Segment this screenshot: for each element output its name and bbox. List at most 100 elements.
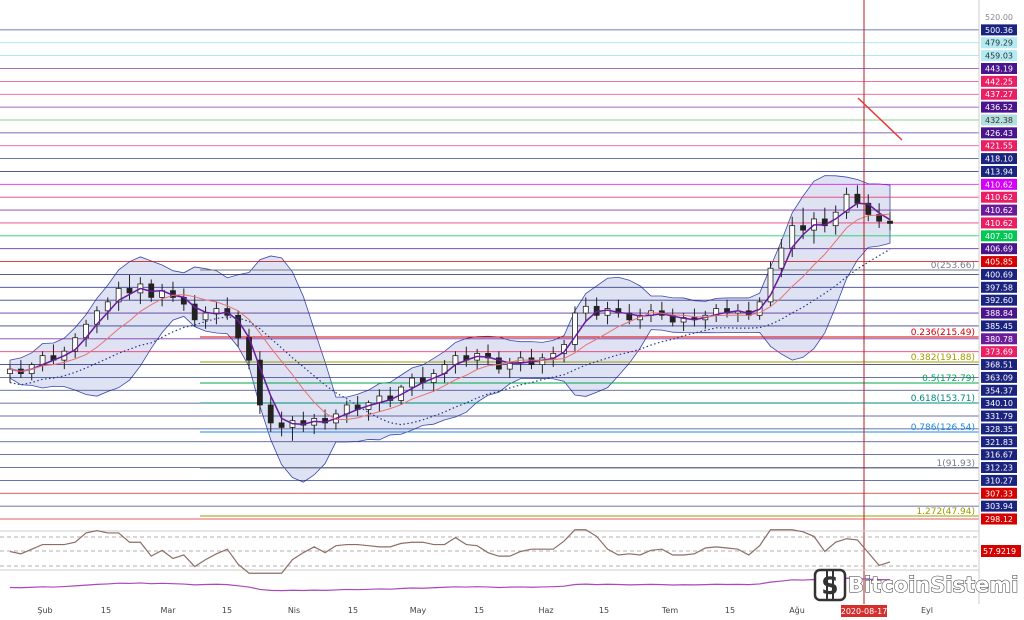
price-label-bg: [981, 243, 1017, 255]
moving-averages: [9, 202, 891, 426]
price-label-bg: [981, 191, 1017, 203]
price-label-bg: [981, 359, 1017, 371]
date-highlight: 2020-08-17: [841, 607, 888, 616]
date-tick: Şub: [37, 606, 52, 615]
price-label: 298.12: [985, 515, 1013, 524]
candle-body: [115, 288, 122, 303]
price-label-bg: [981, 410, 1017, 422]
price-label: 406.69: [985, 245, 1013, 254]
price-label-bg: [981, 320, 1017, 332]
candle-body: [202, 312, 209, 321]
price-label: 354.37: [985, 386, 1013, 395]
price-label: 443.19: [985, 64, 1013, 73]
price-label: 385.45: [985, 322, 1013, 331]
candle-body: [539, 357, 546, 366]
price-label: 410.62: [985, 193, 1013, 202]
date-tick: 15: [725, 606, 735, 615]
price-label: 380.78: [985, 335, 1013, 344]
candle-body: [582, 305, 589, 314]
bollinger-bands: [9, 175, 891, 483]
price-label: 307.33: [985, 489, 1013, 498]
price-label: 410.62: [985, 206, 1013, 215]
candlestick-series: [7, 185, 893, 441]
price-label: 331.79: [985, 412, 1013, 421]
price-label-bg: [981, 500, 1017, 512]
date-axis: Şub 15 Mar 15 Nis 15 May 15 Haz 15 Tem 15 Ağu Eyl 2020…: [37, 605, 933, 617]
price-label: 436.52: [985, 103, 1013, 112]
price-label: 479.29: [985, 39, 1013, 48]
oscillator-pane: [9, 577, 891, 592]
price-label: 303.94: [985, 502, 1013, 511]
price-label: 328.35: [985, 425, 1013, 434]
price-label-bg: [981, 178, 1017, 190]
candle-body: [843, 193, 850, 213]
price-label: 413.94: [985, 167, 1013, 176]
trend-line: [857, 97, 903, 141]
date-tick: May: [410, 606, 427, 615]
candle-body: [256, 359, 263, 406]
ma-slow-dotted-line: [9, 248, 891, 426]
rsi-pane: [0, 529, 979, 574]
fib-label: 0.236(215.49): [911, 328, 975, 338]
price-label-bg: [981, 513, 1017, 525]
date-highlight-bg: [841, 605, 887, 617]
fib-label: 0.382(191.88): [911, 353, 975, 363]
candle-body: [72, 337, 79, 352]
price-label-bg: [981, 140, 1017, 152]
price-label-bg: [981, 230, 1017, 242]
candle-body: [235, 314, 242, 339]
candle-body: [409, 377, 415, 388]
price-label: 373.69: [985, 348, 1013, 357]
price-label: 392.60: [985, 296, 1013, 305]
price-label-bg: [981, 62, 1017, 74]
bitcoin-logo-icon: S: [812, 566, 848, 604]
candle-body: [887, 220, 893, 224]
price-label: 426.43: [985, 129, 1013, 138]
fibonacci-retracement: 0(253.66) 0.236(215.49) 0.382(191.88) 0.5(1…: [200, 261, 979, 517]
price-label: 407.30: [985, 232, 1013, 241]
price-axis: 520.00 500.36 479.29 459.03 443.19 442.25 437.…: [981, 13, 1021, 557]
price-label-bg: [981, 37, 1017, 49]
price-label: 388.84: [985, 309, 1013, 318]
price-label-bg: [981, 281, 1017, 293]
price-label: 432.38: [985, 116, 1013, 125]
candle-body: [267, 404, 274, 424]
date-tick: 15: [599, 606, 609, 615]
fib-label: 0(253.66): [931, 261, 975, 271]
candle-body: [876, 214, 883, 222]
price-label-bg: [981, 333, 1017, 345]
price-label-bg: [981, 165, 1017, 177]
price-label: 400.69: [985, 270, 1013, 279]
rsi-value-bg: [981, 545, 1021, 557]
price-label: 459.03: [985, 52, 1013, 61]
price-label-bg: [981, 24, 1017, 36]
price-label: 368.51: [985, 361, 1013, 370]
price-label-bg: [981, 462, 1017, 474]
price-label-bg: [981, 449, 1017, 461]
fib-label: 0.786(126.54): [911, 423, 975, 433]
price-label: 418.10: [985, 155, 1013, 164]
candle-body: [800, 225, 806, 231]
date-tick: Nis: [288, 606, 300, 615]
candle-body: [278, 422, 285, 428]
price-label-bg: [981, 217, 1017, 229]
price-label-bg: [981, 50, 1017, 62]
price-label-bg: [981, 75, 1017, 87]
candle-body: [767, 267, 774, 303]
price-label: 321.83: [985, 438, 1013, 447]
candle-body: [495, 357, 502, 370]
date-tick: Ağu: [789, 606, 805, 615]
price-label-bg: [981, 88, 1017, 100]
price-label: 500.36: [985, 26, 1013, 35]
oscillator-line: [9, 577, 891, 592]
price-label-bg: [981, 423, 1017, 435]
fib-label: 0.618(153.71): [911, 394, 975, 404]
candle-body: [104, 301, 111, 312]
price-label-bg: [981, 204, 1017, 216]
date-tick: Tem: [661, 606, 678, 615]
price-label: 312.23: [985, 464, 1013, 473]
price-label-bg: [981, 256, 1017, 268]
price-label-bg: [981, 294, 1017, 306]
price-label-bg: [981, 371, 1017, 383]
